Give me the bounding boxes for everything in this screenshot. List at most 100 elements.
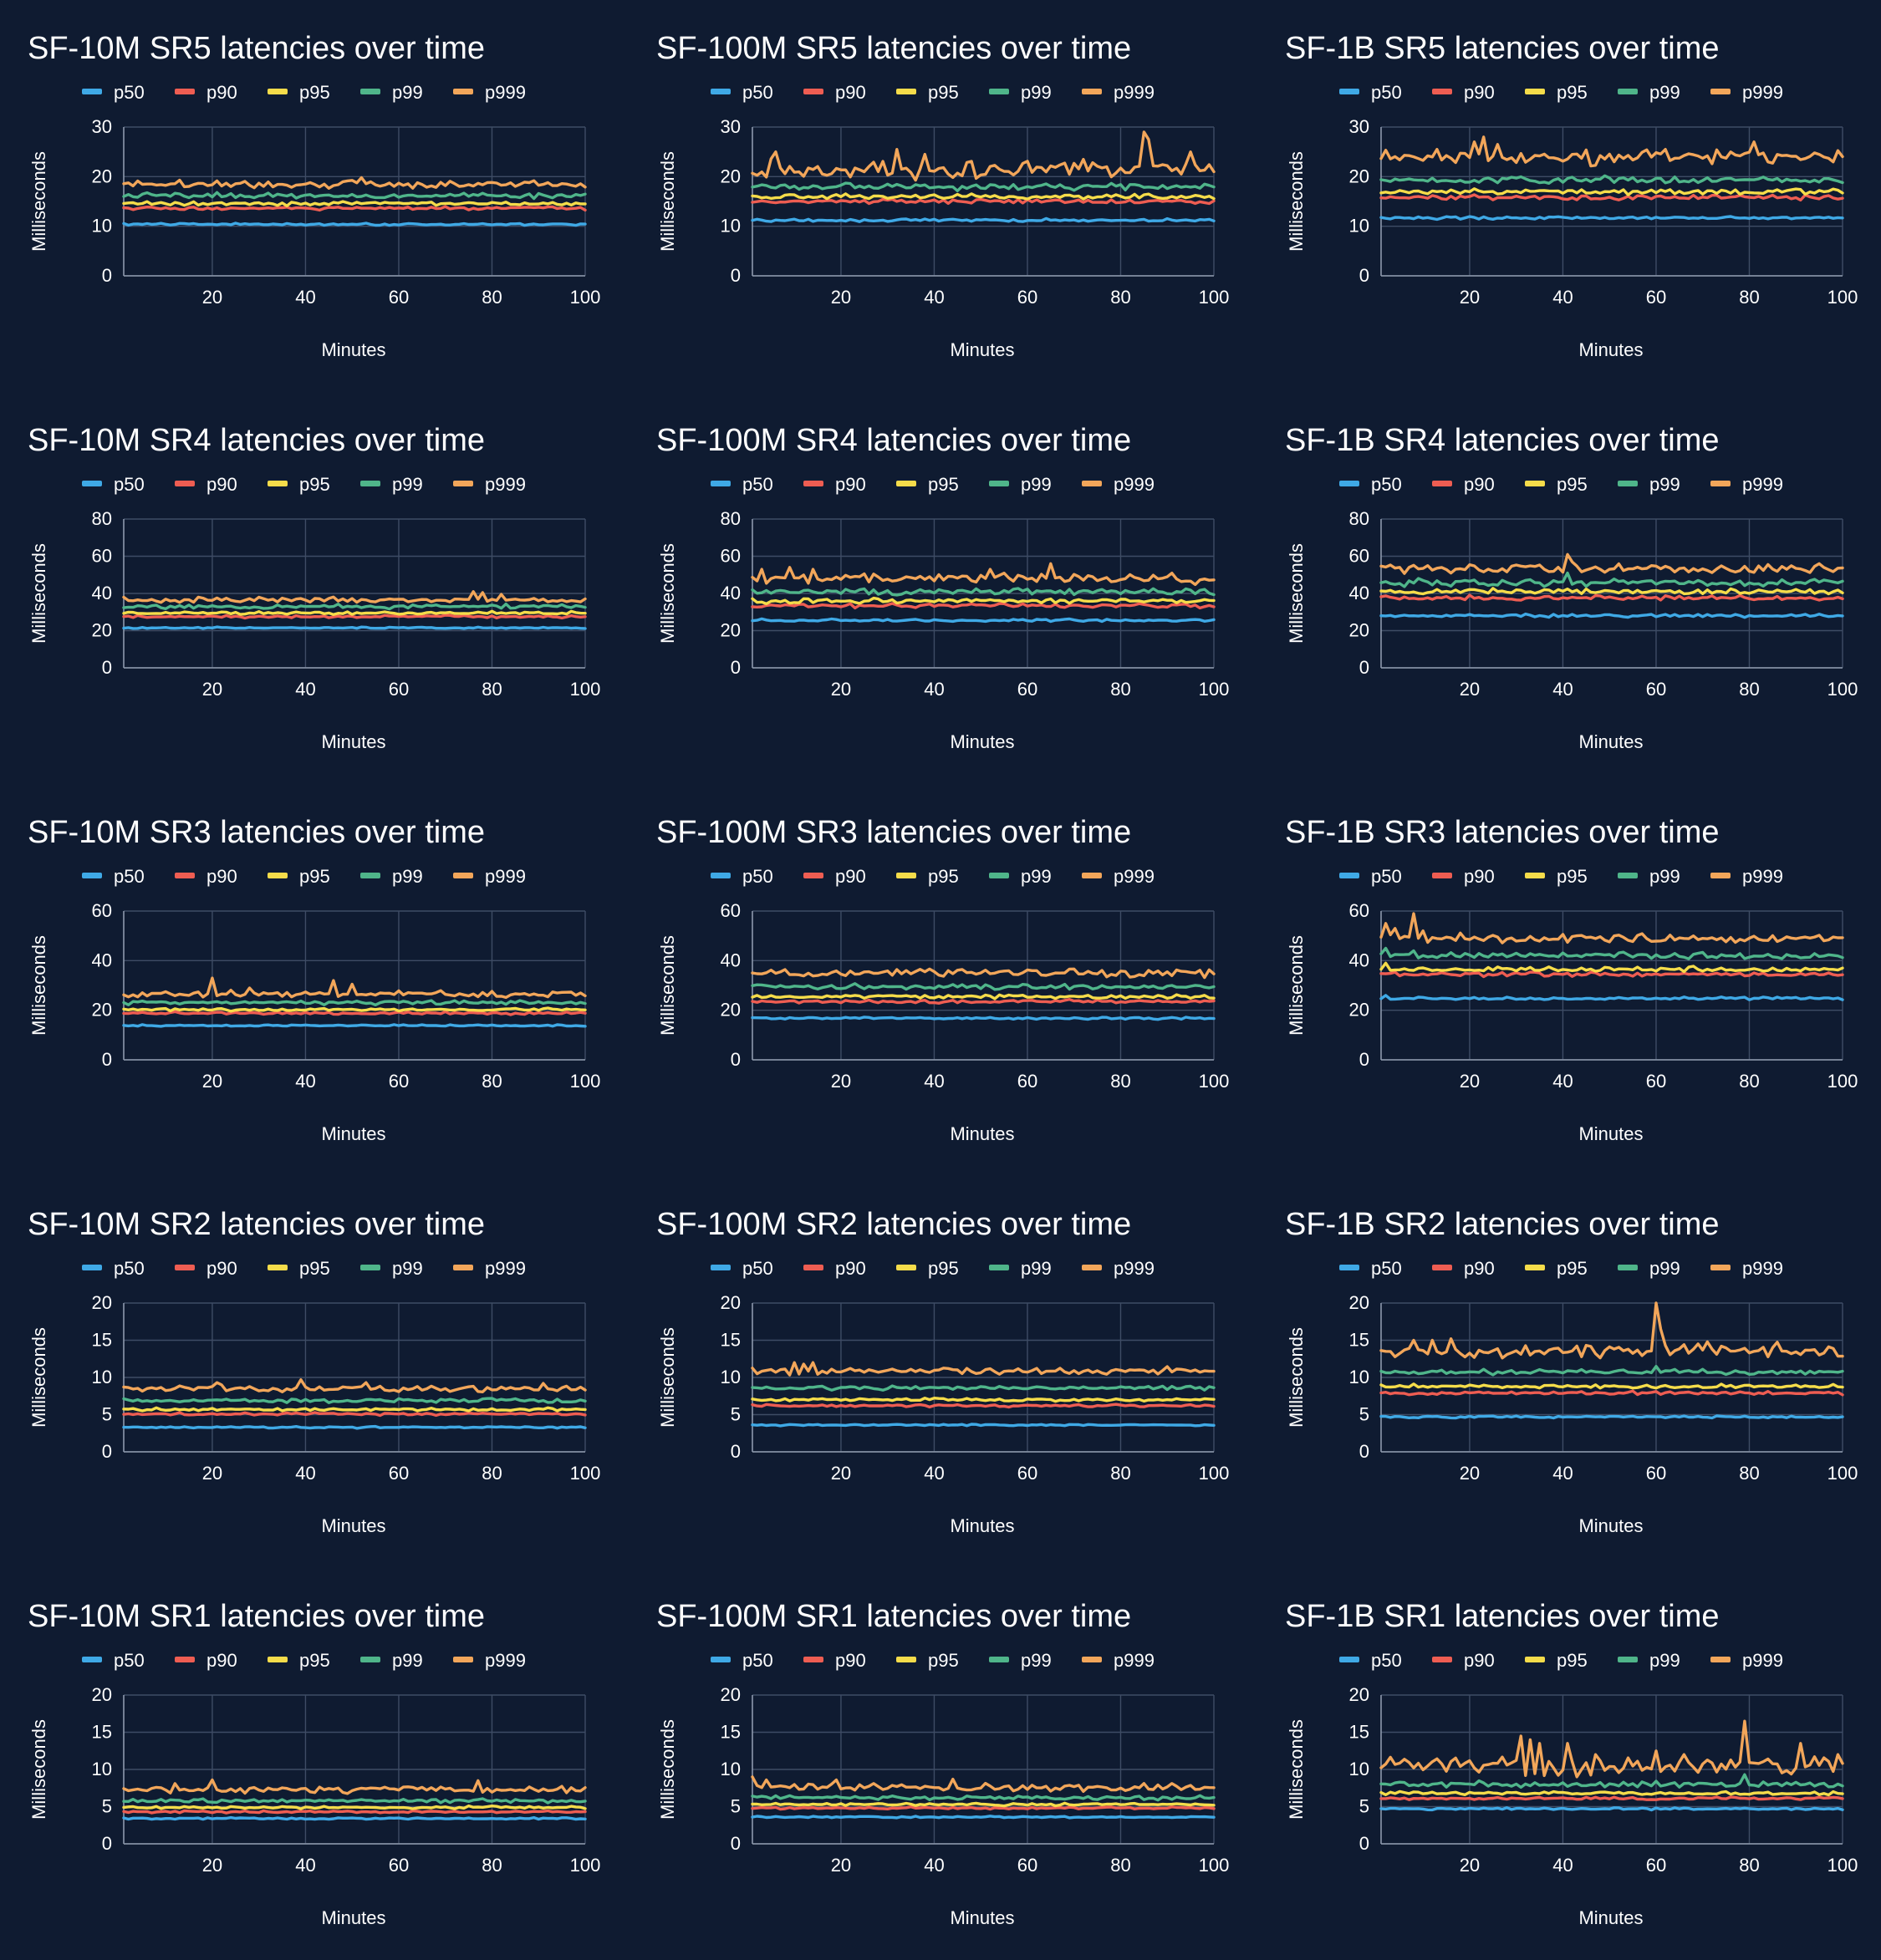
legend-item-p95[interactable]: p95: [268, 474, 330, 495]
legend-item-p90[interactable]: p90: [175, 866, 237, 887]
legend-item-p95[interactable]: p95: [896, 1258, 959, 1279]
legend-item-p99[interactable]: p99: [360, 82, 423, 103]
legend-item-p999[interactable]: p999: [1082, 1650, 1155, 1671]
legend-item-p999[interactable]: p999: [1710, 1650, 1783, 1671]
legend-item-p95[interactable]: p95: [896, 1650, 959, 1671]
legend-item-p99[interactable]: p99: [989, 866, 1052, 887]
x-tick-label: 40: [1552, 1463, 1573, 1484]
legend-item-p90[interactable]: p90: [803, 474, 866, 495]
legend-item-p90[interactable]: p90: [803, 1650, 866, 1671]
legend-item-p999[interactable]: p999: [1710, 474, 1783, 495]
legend-item-p50[interactable]: p50: [711, 866, 773, 887]
legend-item-p50[interactable]: p50: [82, 1650, 145, 1671]
legend-item-p50[interactable]: p50: [711, 474, 773, 495]
legend-item-p999[interactable]: p999: [453, 1650, 526, 1671]
legend-item-p90[interactable]: p90: [175, 1650, 237, 1671]
x-tick-label: 80: [1110, 1855, 1130, 1876]
legend-swatch: [175, 481, 195, 486]
legend-item-p90[interactable]: p90: [1432, 474, 1495, 495]
chart-title: SF-100M SR5 latencies over time: [656, 31, 1131, 66]
legend-item-p999[interactable]: p999: [1082, 474, 1155, 495]
y-tick-label: 20: [721, 1000, 741, 1021]
legend-item-p50[interactable]: p50: [1339, 1650, 1402, 1671]
legend-item-p999[interactable]: p999: [1082, 866, 1155, 887]
legend-item-p999[interactable]: p999: [453, 82, 526, 103]
legend-swatch: [1339, 89, 1359, 94]
legend-item-p999[interactable]: p999: [1082, 82, 1155, 103]
legend-item-p95[interactable]: p95: [1525, 866, 1588, 887]
legend-item-p90[interactable]: p90: [803, 1258, 866, 1279]
legend-item-p95[interactable]: p95: [896, 866, 959, 887]
x-axis-title: Minutes: [950, 1123, 1014, 1144]
legend-item-p999[interactable]: p999: [453, 866, 526, 887]
legend-item-p90[interactable]: p90: [1432, 866, 1495, 887]
y-tick-label: 60: [1349, 546, 1369, 567]
legend-item-p90[interactable]: p90: [803, 866, 866, 887]
legend-item-p999[interactable]: p999: [1710, 1258, 1783, 1279]
legend-item-p90[interactable]: p90: [175, 82, 237, 103]
legend-item-p50[interactable]: p50: [711, 1650, 773, 1671]
legend-label: p95: [1557, 1650, 1588, 1671]
legend-item-p999[interactable]: p999: [453, 1258, 526, 1279]
legend-item-p50[interactable]: p50: [82, 866, 145, 887]
legend-item-p99[interactable]: p99: [989, 1258, 1052, 1279]
series-line-p95: [751, 1801, 1216, 1808]
legend-item-p95[interactable]: p95: [1525, 82, 1588, 103]
legend-item-p95[interactable]: p95: [268, 1258, 330, 1279]
x-tick-label: 100: [1199, 1855, 1230, 1876]
legend-item-p50[interactable]: p50: [1339, 866, 1402, 887]
legend-item-p99[interactable]: p99: [989, 82, 1052, 103]
legend-item-p999[interactable]: p999: [1082, 1258, 1155, 1279]
legend-item-p95[interactable]: p95: [268, 866, 330, 887]
legend-item-p99[interactable]: p99: [1618, 1650, 1680, 1671]
chart-title: SF-10M SR3 latencies over time: [28, 815, 485, 850]
legend-swatch: [175, 873, 195, 878]
legend-item-p99[interactable]: p99: [1618, 474, 1680, 495]
legend-item-p95[interactable]: p95: [1525, 1650, 1588, 1671]
legend-item-p50[interactable]: p50: [1339, 1258, 1402, 1279]
legend-item-p99[interactable]: p99: [1618, 866, 1680, 887]
chart-title: SF-10M SR5 latencies over time: [28, 31, 485, 66]
legend-item-p99[interactable]: p99: [1618, 82, 1680, 103]
legend-item-p50[interactable]: p50: [82, 82, 145, 103]
legend-item-p95[interactable]: p95: [896, 82, 959, 103]
legend-item-p999[interactable]: p999: [1710, 866, 1783, 887]
y-axis-title: Milliseconds: [1286, 151, 1307, 252]
legend-item-p95[interactable]: p95: [1525, 474, 1588, 495]
legend-swatch: [1710, 481, 1731, 486]
legend-item-p90[interactable]: p90: [1432, 1258, 1495, 1279]
y-tick-label: 15: [1349, 1722, 1369, 1743]
legend-item-p99[interactable]: p99: [989, 1650, 1052, 1671]
legend-item-p95[interactable]: p95: [268, 1650, 330, 1671]
legend-swatch: [711, 481, 731, 486]
legend-item-p50[interactable]: p50: [82, 1258, 145, 1279]
legend-item-p95[interactable]: p95: [896, 474, 959, 495]
legend-item-p99[interactable]: p99: [360, 866, 423, 887]
legend-label: p50: [1371, 474, 1402, 495]
series-line-p99: [1379, 1773, 1844, 1789]
legend-item-p90[interactable]: p90: [803, 82, 866, 103]
x-axis-title: Minutes: [321, 731, 385, 752]
legend-item-p50[interactable]: p50: [711, 1258, 773, 1279]
legend-item-p95[interactable]: p95: [268, 82, 330, 103]
legend-item-p95[interactable]: p95: [1525, 1258, 1588, 1279]
legend-item-p90[interactable]: p90: [1432, 82, 1495, 103]
legend-item-p90[interactable]: p90: [1432, 1650, 1495, 1671]
legend-item-p50[interactable]: p50: [82, 474, 145, 495]
legend-item-p99[interactable]: p99: [360, 1258, 423, 1279]
legend-item-p99[interactable]: p99: [1618, 1258, 1680, 1279]
legend-item-p50[interactable]: p50: [1339, 82, 1402, 103]
legend-item-p999[interactable]: p999: [1710, 82, 1783, 103]
legend-item-p90[interactable]: p90: [175, 1258, 237, 1279]
legend-item-p99[interactable]: p99: [360, 1650, 423, 1671]
legend-item-p50[interactable]: p50: [1339, 474, 1402, 495]
legend-item-p99[interactable]: p99: [360, 474, 423, 495]
legend-item-p50[interactable]: p50: [711, 82, 773, 103]
legend-item-p99[interactable]: p99: [989, 474, 1052, 495]
legend-label: p90: [206, 1650, 237, 1671]
legend-item-p90[interactable]: p90: [175, 474, 237, 495]
series-line-p999: [751, 130, 1216, 182]
y-tick-label: 0: [731, 1049, 741, 1070]
x-tick-label: 100: [570, 1071, 601, 1092]
legend-item-p999[interactable]: p999: [453, 474, 526, 495]
